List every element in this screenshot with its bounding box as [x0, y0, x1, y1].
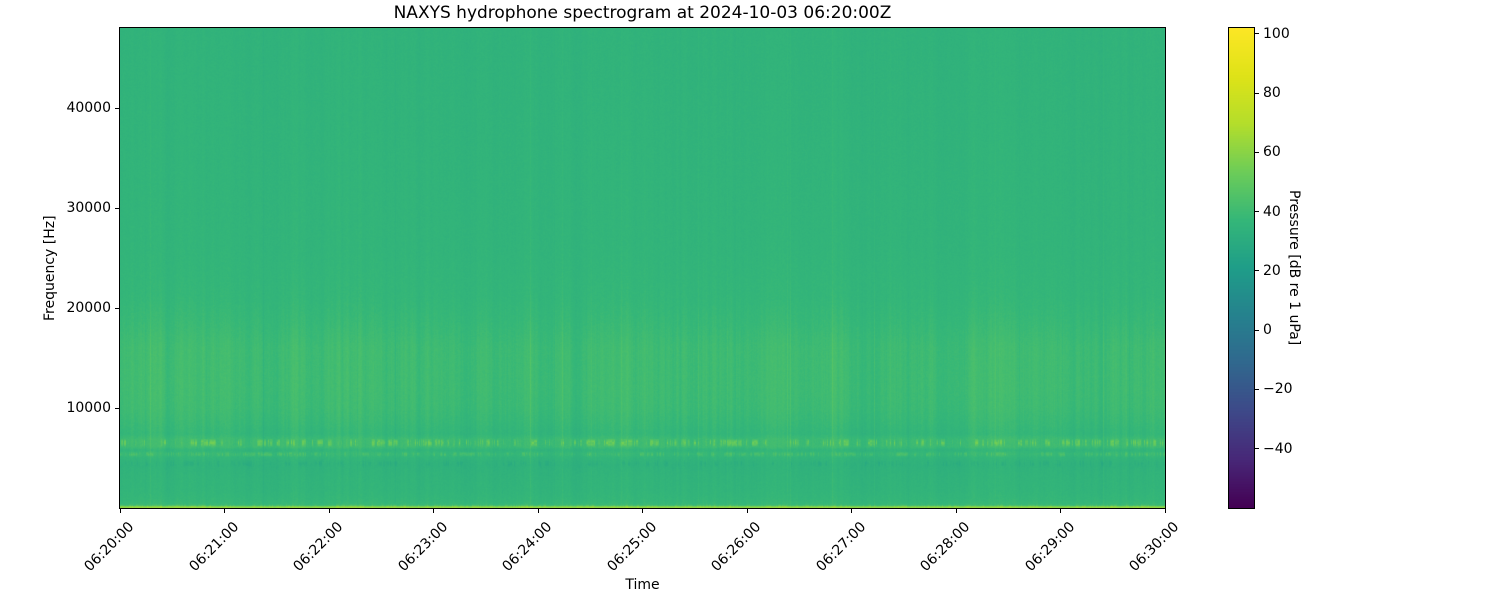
- x-tick-label: 06:28:00: [917, 519, 974, 575]
- x-tick-label: 06:30:00: [1126, 519, 1183, 575]
- y-tick-label: 30000: [66, 200, 111, 216]
- colorbar-gradient: [1229, 28, 1254, 508]
- colorbar-tick-label: 0: [1263, 322, 1272, 339]
- x-tick-mark: [1164, 509, 1166, 513]
- x-tick-label: 06:23:00: [395, 519, 451, 575]
- x-tick-label: 06:29:00: [1022, 519, 1078, 575]
- y-axis-label: Frequency [Hz]: [42, 215, 58, 321]
- colorbar-tick-label: 60: [1263, 144, 1281, 161]
- y-tick-label: 20000: [66, 300, 111, 316]
- x-tick-mark: [224, 509, 225, 513]
- x-tick-label: 06:22:00: [290, 519, 347, 575]
- x-tick-mark: [1060, 509, 1061, 513]
- colorbar-tick-mark: [1255, 151, 1259, 153]
- plot-area: [119, 27, 1166, 509]
- chart-title: NAXYS hydrophone spectrogram at 2024-10-…: [393, 3, 892, 23]
- colorbar-tick-label: 80: [1263, 85, 1281, 102]
- colorbar-tick-mark: [1255, 329, 1259, 331]
- colorbar-tick-label: 20: [1263, 262, 1281, 279]
- x-tick-mark: [433, 509, 434, 513]
- x-tick-mark: [955, 509, 957, 513]
- x-tick-mark: [537, 509, 539, 513]
- spectrogram-heatmap: [120, 28, 1165, 508]
- colorbar-tick-mark: [1255, 448, 1259, 450]
- x-tick-label: 06:25:00: [604, 519, 660, 575]
- colorbar-tick-mark: [1255, 270, 1259, 272]
- x-tick-label: 06:26:00: [708, 519, 765, 575]
- colorbar: [1228, 27, 1255, 509]
- x-tick-label: 06:20:00: [81, 519, 138, 575]
- colorbar-tick-mark: [1255, 388, 1259, 390]
- y-tick-label: 10000: [66, 400, 111, 416]
- colorbar-tick-label: 40: [1263, 203, 1281, 220]
- x-tick-mark: [119, 509, 121, 513]
- colorbar-tick-mark: [1255, 33, 1259, 35]
- colorbar-tick-mark: [1255, 211, 1259, 213]
- x-tick-mark: [851, 509, 852, 513]
- x-tick-label: 06:24:00: [499, 519, 556, 575]
- x-axis-label: Time: [625, 577, 660, 593]
- x-tick-mark: [642, 509, 643, 513]
- x-tick-mark: [746, 509, 748, 513]
- x-tick-label: 06:27:00: [813, 519, 869, 575]
- colorbar-tick-mark: [1255, 92, 1259, 94]
- y-tick-label: 40000: [66, 100, 111, 116]
- colorbar-label: Pressure [dB re 1 uPa]: [1286, 190, 1302, 346]
- x-tick-mark: [328, 509, 330, 513]
- x-tick-label: 06:21:00: [186, 519, 242, 575]
